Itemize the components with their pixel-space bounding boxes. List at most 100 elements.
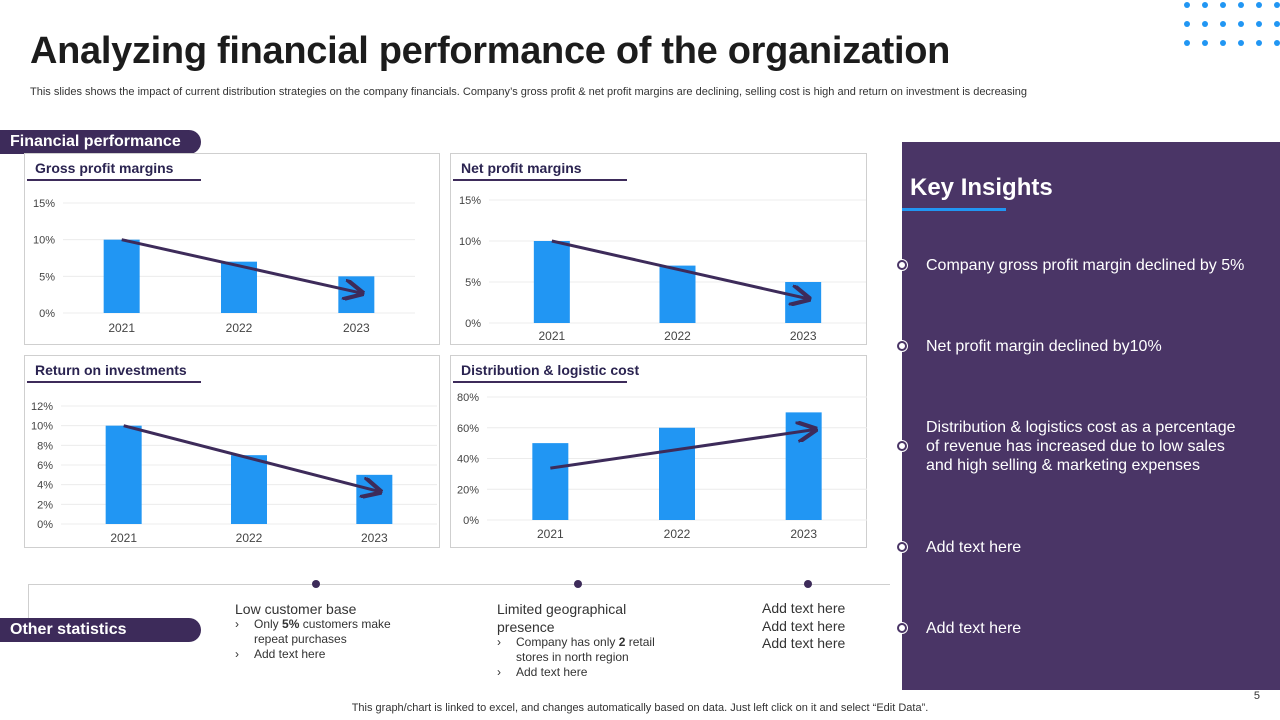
y-tick-label: 10% bbox=[31, 421, 53, 433]
chart-panel-net-profit: Net profit margins 0% 5% 10% 15% 2021 2022 202… bbox=[450, 153, 867, 345]
key-insights-panel: Key Insights Company gross profit margin… bbox=[897, 142, 1280, 690]
title-underline bbox=[27, 179, 201, 181]
y-tick-label: 2% bbox=[37, 499, 53, 511]
x-tick-label: 2021 bbox=[538, 329, 565, 343]
stat-bullets: Only 5% customers make repeat purchases … bbox=[235, 617, 425, 662]
y-tick-label: 5% bbox=[39, 271, 55, 283]
decorative-dot bbox=[1184, 40, 1190, 46]
bar[interactable] bbox=[338, 276, 375, 313]
insight-item: Company gross profit margin declined by … bbox=[926, 257, 1245, 274]
decorative-dot bbox=[1220, 21, 1226, 27]
trend-arrow bbox=[123, 424, 381, 492]
y-tick-label: 10% bbox=[33, 235, 55, 247]
stat-text: Add text here bbox=[762, 600, 846, 616]
bar[interactable] bbox=[103, 239, 140, 313]
decorative-dot bbox=[1220, 2, 1226, 8]
bullet-dot bbox=[897, 341, 907, 351]
bar[interactable] bbox=[659, 265, 696, 323]
stat-bullets: Company has only 2 retail stores in nort… bbox=[497, 635, 677, 680]
stat-bullet: Add text here bbox=[497, 665, 677, 680]
y-tick-label: 0% bbox=[39, 308, 55, 320]
x-tick-label: 2022 bbox=[664, 329, 691, 343]
timeline-connector bbox=[28, 584, 29, 620]
bullet-dot bbox=[897, 441, 907, 451]
x-tick-label: 2023 bbox=[790, 527, 817, 541]
y-tick-label: 60% bbox=[457, 423, 479, 435]
decorative-dot bbox=[1238, 2, 1244, 8]
decorative-dot bbox=[1256, 40, 1262, 46]
y-tick-label: 40% bbox=[457, 454, 479, 466]
y-tick-label: 15% bbox=[33, 198, 55, 210]
bar[interactable] bbox=[785, 282, 822, 323]
decorative-dot-grid bbox=[1180, 0, 1280, 48]
chart-panel-roi: Return on investments 0% 2% 4% 6% 8% 10% 12% 20… bbox=[24, 355, 440, 548]
x-tick-label: 2021 bbox=[537, 527, 564, 541]
x-tick-label: 2021 bbox=[108, 321, 135, 335]
bullet-dot bbox=[897, 623, 907, 633]
title-underline bbox=[27, 381, 201, 383]
y-tick-label: 0% bbox=[465, 318, 481, 330]
x-tick-label: 2023 bbox=[343, 321, 370, 335]
stat-text: Add text here bbox=[762, 618, 846, 634]
decorative-dot bbox=[1202, 21, 1208, 27]
chart-panel-gross-profit: Gross profit margins 0% 5% 10% 15% 2021 2022 2… bbox=[24, 153, 440, 345]
x-tick-label: 2022 bbox=[236, 531, 263, 545]
y-tick-label: 10% bbox=[459, 236, 481, 248]
chart-title: Distribution & logistic cost bbox=[461, 362, 640, 378]
timeline-line bbox=[28, 584, 890, 585]
bar-chart-roi[interactable]: 0% 2% 4% 6% 8% 10% 12% 2021 2022 2023 bbox=[25, 356, 441, 549]
timeline-dot bbox=[312, 580, 320, 588]
timeline-dot bbox=[574, 580, 582, 588]
insights-title: Key Insights bbox=[910, 174, 1053, 201]
y-tick-label: 6% bbox=[37, 460, 53, 472]
stat-bullet: Add text here bbox=[235, 647, 425, 662]
stat-heading: Limited geographical presence bbox=[497, 601, 627, 635]
decorative-dot bbox=[1220, 40, 1226, 46]
decorative-dot bbox=[1256, 2, 1262, 8]
decorative-dot bbox=[1202, 2, 1208, 8]
x-tick-label: 2023 bbox=[361, 531, 388, 545]
section-label-other-statistics: Other statistics bbox=[0, 618, 201, 642]
bar[interactable] bbox=[533, 241, 570, 323]
chart-panel-distribution-cost: Distribution & logistic cost 0% 20% 40% 60%… bbox=[450, 355, 867, 548]
insights-title-underline bbox=[902, 208, 1006, 211]
x-tick-label: 2022 bbox=[664, 527, 691, 541]
y-tick-label: 15% bbox=[459, 195, 481, 207]
bar-chart-distribution-cost[interactable]: 0% 20% 40% 60% 80% 2021 2022 2023 bbox=[451, 356, 868, 549]
y-tick-label: 80% bbox=[457, 392, 479, 404]
bullet-dot bbox=[897, 260, 907, 270]
y-tick-label: 8% bbox=[37, 440, 53, 452]
section-label-financial: Financial performance bbox=[0, 130, 201, 154]
bar[interactable] bbox=[221, 261, 257, 313]
insight-item: Add text here bbox=[926, 620, 1022, 637]
bar[interactable] bbox=[356, 474, 393, 524]
bar[interactable] bbox=[105, 425, 142, 524]
timeline-dot bbox=[804, 580, 812, 588]
stat-text: Add text here bbox=[762, 635, 846, 651]
decorative-dot bbox=[1202, 40, 1208, 46]
bar[interactable] bbox=[785, 412, 822, 520]
bar-chart-net-profit[interactable]: 0% 5% 10% 15% 2021 2022 2023 bbox=[451, 154, 868, 346]
decorative-dot bbox=[1184, 2, 1190, 8]
y-tick-label: 5% bbox=[465, 277, 481, 289]
trend-arrow bbox=[551, 239, 809, 299]
bar[interactable] bbox=[231, 455, 267, 524]
page-number: 5 bbox=[1253, 690, 1260, 702]
insight-item: Distribution & logistics cost as a perce… bbox=[926, 419, 1236, 474]
y-tick-label: 4% bbox=[37, 480, 53, 492]
chart-title: Gross profit margins bbox=[35, 160, 174, 176]
y-tick-label: 0% bbox=[463, 515, 479, 527]
bar[interactable] bbox=[659, 427, 695, 520]
y-tick-label: 20% bbox=[457, 484, 479, 496]
stat-heading: Low customer base bbox=[235, 601, 357, 617]
bar-chart-gross-profit[interactable]: 0% 5% 10% 15% 2021 2022 2023 bbox=[25, 154, 441, 346]
decorative-dot bbox=[1238, 40, 1244, 46]
trend-arrow bbox=[550, 429, 815, 470]
page-title: Analyzing financial performance of the o… bbox=[30, 30, 951, 72]
page-subtitle: This slides shows the impact of current … bbox=[30, 86, 1028, 98]
insight-item: Net profit margin declined by10% bbox=[926, 338, 1162, 355]
decorative-dot bbox=[1274, 2, 1280, 8]
chart-title: Return on investments bbox=[35, 362, 187, 378]
trend-arrow bbox=[121, 238, 363, 294]
bar[interactable] bbox=[532, 443, 569, 520]
